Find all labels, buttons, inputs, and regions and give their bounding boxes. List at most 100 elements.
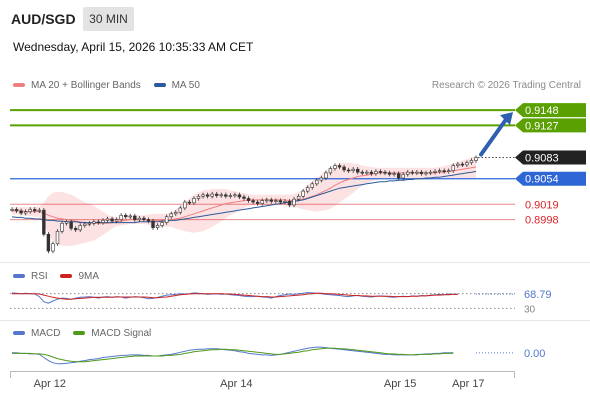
candle (392, 171, 396, 177)
interval-badge[interactable]: 30 MIN (83, 7, 134, 31)
candle-body (151, 220, 155, 228)
legend-label-ma20: MA 20 + Bollinger Bands (31, 80, 141, 91)
candle-body (205, 194, 210, 197)
candle (456, 161, 460, 168)
level-tag-2 (515, 171, 586, 186)
legend-item-9ma: 9MA (60, 271, 99, 282)
candle-body (447, 170, 451, 172)
legend-item-macd: MACD (13, 328, 60, 339)
candle (28, 207, 32, 214)
candle (401, 172, 405, 181)
candle-body (133, 215, 137, 220)
candle-body (319, 177, 324, 181)
candle (96, 219, 101, 225)
candle (124, 213, 128, 219)
candle (219, 192, 223, 198)
candle-body (383, 171, 387, 174)
candle (224, 192, 228, 199)
candle (351, 167, 355, 173)
candle-body (92, 221, 96, 224)
candle (406, 169, 410, 177)
candle-body (146, 219, 151, 222)
candle (419, 169, 424, 176)
candle (310, 181, 314, 190)
candle-body (324, 172, 328, 179)
candle-body (73, 228, 78, 231)
candle-body (237, 194, 242, 198)
candle-body (396, 173, 401, 179)
candle-body (169, 213, 173, 218)
candle-body (51, 243, 55, 252)
candle-body (305, 187, 310, 192)
candle-body (356, 168, 360, 173)
candle-body (469, 160, 474, 163)
level-label-0: 0.9148 (525, 105, 559, 117)
candle (337, 163, 342, 170)
candle (101, 218, 105, 225)
candle-body (28, 209, 32, 212)
candle (251, 198, 255, 205)
x-tick-label-2: Apr 15 (384, 378, 416, 390)
candle (428, 169, 433, 176)
candle (451, 163, 455, 173)
candle-body (178, 207, 183, 213)
legend-swatch-ma20 (13, 83, 25, 88)
candle (192, 196, 196, 206)
legend-swatch-ma50 (153, 83, 166, 88)
candle (265, 197, 269, 203)
candle-body (224, 194, 228, 197)
candle-body (60, 222, 64, 232)
candle-body (242, 196, 246, 199)
level-label-1: 0.9127 (525, 120, 559, 132)
candle (110, 216, 114, 224)
candle (128, 213, 132, 219)
candle (283, 199, 287, 205)
candle-body (33, 209, 37, 212)
candle-body (215, 193, 219, 196)
candle (328, 166, 333, 176)
candle-body (365, 171, 369, 174)
candle (442, 168, 446, 174)
candle-body (114, 219, 119, 222)
candle (424, 170, 428, 176)
candle-body (310, 183, 314, 188)
candle (301, 188, 305, 199)
candle-body (196, 195, 201, 199)
legend-label-ma50: MA 50 (171, 80, 200, 91)
rsi-panel: 703068.79 (0, 262, 590, 315)
macd-panel: 0.00 (0, 320, 590, 365)
candle-body (410, 171, 415, 174)
last-price-label: 0.9083 (525, 153, 559, 165)
candle (196, 194, 201, 201)
candle-body (287, 201, 292, 206)
candle-body (14, 209, 19, 212)
forecast-arrow (479, 116, 509, 157)
candle-body (387, 172, 392, 175)
candle (51, 241, 55, 254)
candle-body (174, 212, 178, 215)
candle-body (360, 171, 364, 174)
candle (37, 207, 41, 214)
candle-body (83, 223, 87, 226)
candle-body (406, 171, 410, 175)
macd-series-1 (12, 347, 454, 363)
candle (333, 163, 337, 171)
candle (23, 209, 28, 216)
candle (183, 199, 187, 211)
rsi-level-label-1: 30 (524, 304, 536, 315)
candle (210, 191, 214, 199)
x-tick-label-3: Apr 17 (452, 378, 484, 390)
legend-label-9ma: 9MA (78, 271, 100, 282)
candle (137, 215, 142, 222)
candle (356, 167, 360, 175)
macd-legend: MACD MACD Signal (13, 328, 151, 340)
candle-body (55, 231, 60, 245)
candle-body (23, 211, 28, 214)
candle-body (346, 169, 351, 172)
legend-item-ma50: MA 50 (153, 80, 200, 91)
candle-body (251, 200, 255, 203)
candle (260, 198, 264, 206)
candle-body (265, 199, 269, 202)
main-legend: MA 20 + Bollinger Bands MA 50 (13, 80, 200, 92)
